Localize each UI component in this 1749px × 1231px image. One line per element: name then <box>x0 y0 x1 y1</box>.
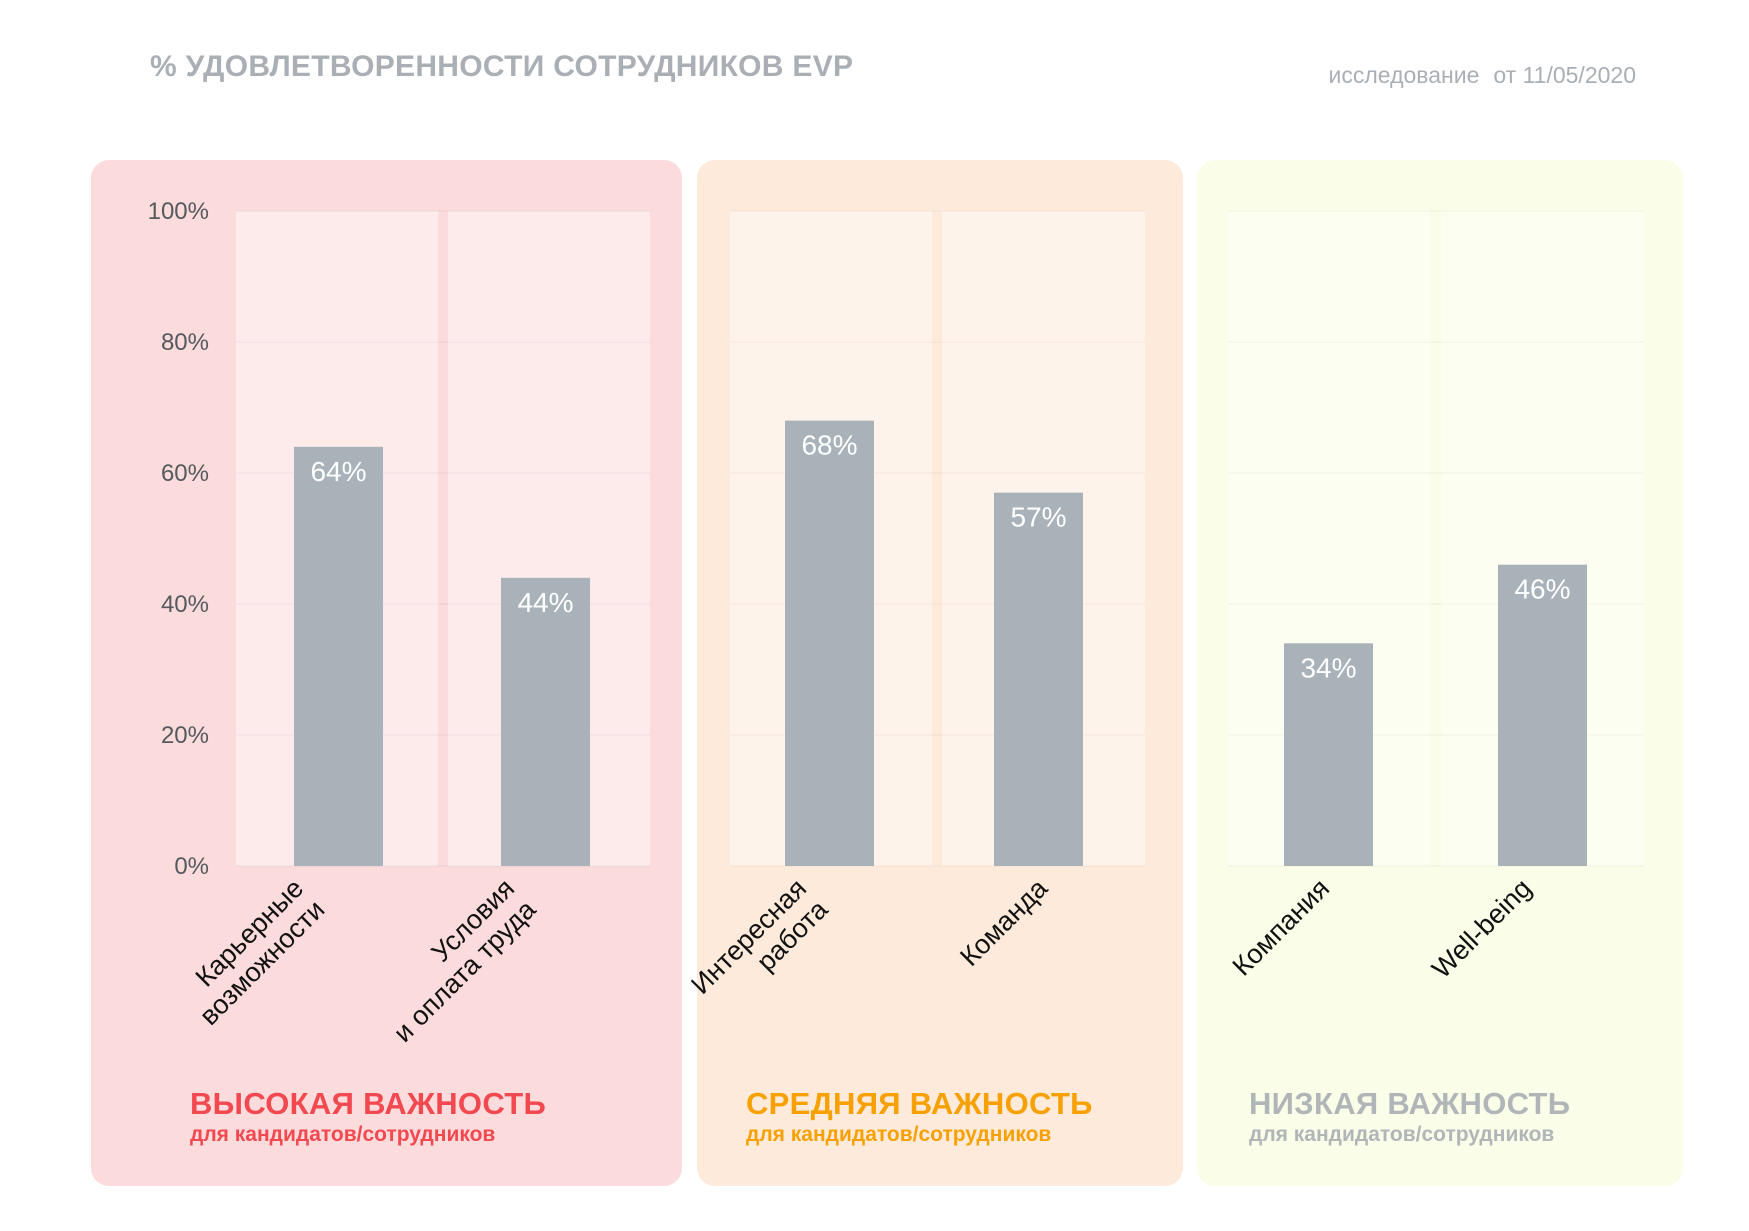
y-tick-label: 100% <box>148 198 209 225</box>
bar-value-label: 64% <box>310 456 366 487</box>
bar-value-label: 44% <box>517 587 573 618</box>
bar-value-label: 34% <box>1300 652 1356 683</box>
y-tick-label: 20% <box>161 722 209 749</box>
y-tick-label: 80% <box>161 329 209 356</box>
bar-high-1 <box>294 446 383 866</box>
bar-low-1 <box>1284 643 1373 866</box>
chart-title: % УДОВЛЕТВОРЕННОСТИ СОТРУДНИКОВ EVP <box>150 50 854 83</box>
bar-value-label: 57% <box>1010 502 1066 533</box>
group-label-high: ВЫСОКАЯ ВАЖНОСТЬ для кандидатов/сотрудни… <box>190 1086 546 1148</box>
bar-low-2 <box>1498 564 1587 866</box>
y-tick-label: 40% <box>161 591 209 618</box>
y-tick-label: 60% <box>161 460 209 487</box>
bar-medium-2 <box>994 492 1083 866</box>
group-title-high: ВЫСОКАЯ ВАЖНОСТЬ <box>190 1086 547 1121</box>
study-label: исследование <box>1328 62 1480 88</box>
group-label-medium: СРЕДНЯЯ ВАЖНОСТЬ для кандидатов/сотрудни… <box>746 1086 1093 1148</box>
group-subtitle-high: для кандидатов/сотрудников <box>190 1123 496 1146</box>
y-tick-label: 0% <box>174 853 209 880</box>
group-label-low: НИЗКАЯ ВАЖНОСТЬ для кандидатов/сотрудник… <box>1249 1086 1570 1148</box>
group-title-low: НИЗКАЯ ВАЖНОСТЬ <box>1249 1086 1571 1121</box>
bar-high-2 <box>501 577 590 866</box>
bar-value-label: 68% <box>801 430 857 461</box>
panel-high <box>91 160 682 1186</box>
group-subtitle-medium: для кандидатов/сотрудников <box>746 1123 1052 1146</box>
study-date: исследование от 11/05/2020 <box>1329 62 1636 89</box>
bar-medium-1 <box>785 420 874 866</box>
group-subtitle-low: для кандидатов/сотрудников <box>1249 1123 1555 1146</box>
panel-medium <box>697 160 1183 1186</box>
panel-low <box>1197 160 1683 1186</box>
bar-value-label: 46% <box>1514 574 1570 605</box>
date-label: от 11/05/2020 <box>1493 62 1636 88</box>
group-title-medium: СРЕДНЯЯ ВАЖНОСТЬ <box>746 1086 1093 1121</box>
